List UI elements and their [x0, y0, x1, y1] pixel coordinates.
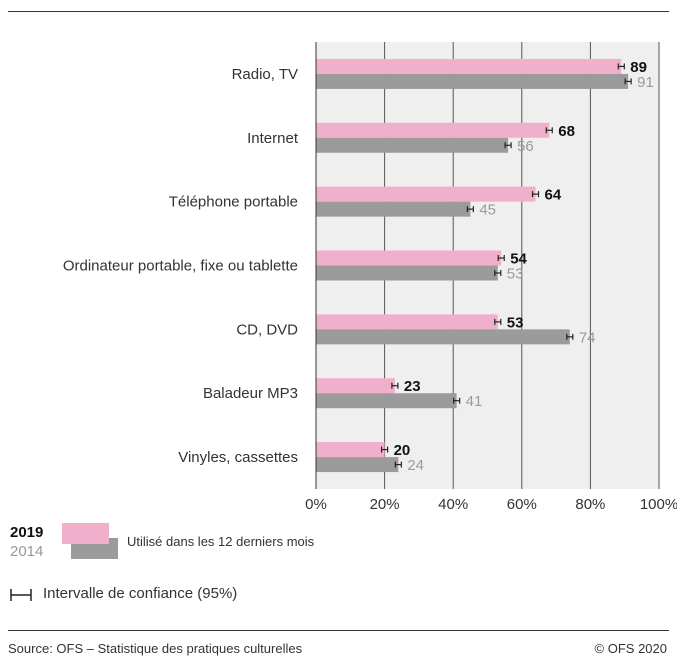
data-label-2014: 91 — [637, 74, 654, 91]
data-label-2014: 41 — [466, 393, 483, 410]
data-label-2014: 53 — [507, 266, 524, 283]
legend-year-2014: 2014 — [10, 543, 44, 560]
category-label: Vinyles, cassettes — [178, 449, 298, 466]
ci-legend-label: Intervalle de confiance (95%) — [43, 585, 238, 602]
data-label-2019: 89 — [630, 59, 647, 76]
data-label-2019: 68 — [558, 123, 575, 140]
source-note: Source: OFS – Statistique des pratiques … — [8, 641, 303, 656]
ci-legend: Intervalle de confiance (95%) — [10, 585, 410, 605]
bar-2019 — [316, 314, 498, 330]
bar-2014 — [316, 265, 498, 281]
bar-2014 — [316, 137, 509, 153]
category-label: Radio, TV — [232, 66, 298, 83]
data-label-2019: 54 — [510, 251, 527, 268]
data-label-2014: 45 — [479, 202, 496, 219]
x-tick-label: 100% — [640, 496, 677, 510]
bar-2019 — [316, 58, 622, 74]
bar-2014 — [316, 73, 629, 89]
x-tick-label: 80% — [575, 496, 605, 510]
data-label-2019: 53 — [507, 314, 524, 331]
bar-2014 — [316, 393, 457, 409]
legend-year-2019: 2019 — [10, 524, 44, 541]
category-label: Baladeur MP3 — [203, 385, 298, 402]
data-label-2014: 24 — [407, 457, 424, 474]
copyright-note: © OFS 2020 — [594, 641, 667, 656]
data-label-2014: 74 — [579, 329, 596, 346]
bar-2014 — [316, 457, 399, 473]
category-label: CD, DVD — [236, 321, 298, 338]
data-label-2019: 64 — [545, 187, 562, 204]
data-label-2019: 23 — [404, 378, 421, 395]
confidence-interval-icon — [10, 589, 32, 601]
bar-2019 — [316, 186, 536, 202]
category-label: Internet — [247, 130, 299, 147]
bottom-rule — [8, 630, 669, 631]
x-tick-label: 60% — [507, 496, 537, 510]
category-label: Téléphone portable — [169, 194, 298, 211]
legend: 2019 2014 Utilisé dans les 12 derniers m… — [10, 522, 410, 562]
bar-2014 — [316, 201, 471, 217]
bar-2019 — [316, 442, 385, 458]
legend-description: Utilisé dans les 12 derniers mois — [127, 534, 315, 549]
data-label-2014: 56 — [517, 138, 534, 155]
bar-2014 — [316, 329, 570, 345]
x-tick-label: 20% — [370, 496, 400, 510]
bar-2019 — [316, 378, 395, 394]
top-rule — [8, 11, 669, 12]
category-label: Ordinateur portable, fixe ou tablette — [63, 258, 298, 275]
data-label-2019: 20 — [394, 442, 411, 459]
x-tick-label: 40% — [438, 496, 468, 510]
bar-2019 — [316, 250, 502, 266]
legend-swatch-2019 — [62, 523, 109, 544]
bar-2019 — [316, 122, 550, 138]
x-tick-label: 0% — [305, 496, 327, 510]
